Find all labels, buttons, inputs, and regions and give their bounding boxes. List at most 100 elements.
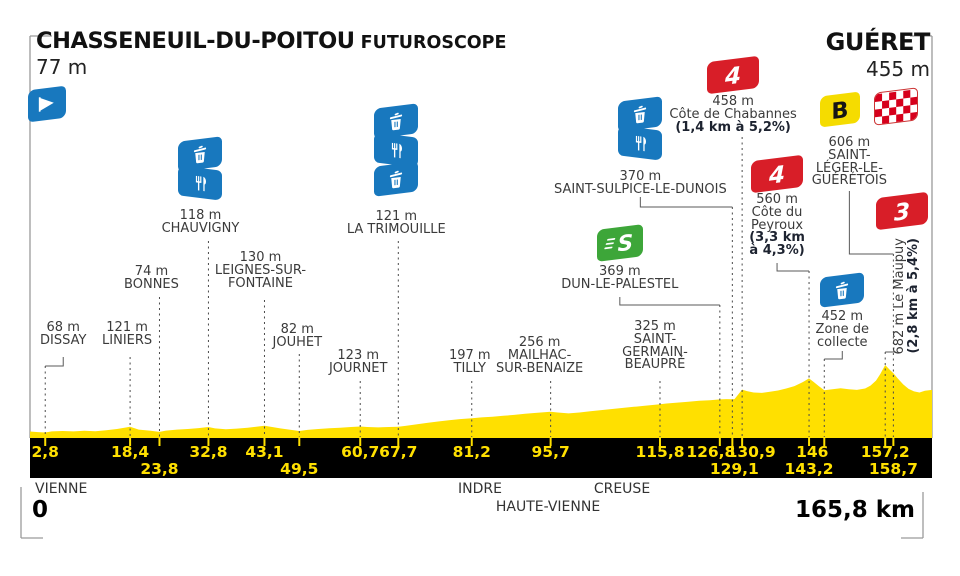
climb-gradient: (1,4 km à 5,2%) xyxy=(675,119,791,135)
waypoint-label: 256 m MAILHAC- SUR-BENAIZE xyxy=(496,335,584,376)
waypoint-label: 82 m JOUHET xyxy=(273,322,323,350)
waypoint-name: GERMAIN- xyxy=(622,344,688,360)
waypoint-altitude: 123 m xyxy=(337,348,380,363)
waypoint-altitude: 369 m xyxy=(599,264,641,279)
waypoint-icons xyxy=(820,272,865,308)
waypoint-icons: S xyxy=(596,224,643,262)
waypoint-label: 452 m Zone de collecte xyxy=(815,309,870,349)
waypoint-altitude: 68 m xyxy=(46,320,80,335)
waypoint-label: 118 m CHAUVIGNY xyxy=(161,209,240,236)
waypoint-altitude: 325 m xyxy=(634,319,676,334)
region-indre: INDRE xyxy=(458,481,502,497)
region-creuse: CREUSE xyxy=(593,481,651,497)
waypoint-name: MAILHAC- xyxy=(507,347,572,363)
waypoint-name: Côte du xyxy=(751,204,803,220)
start-city-sub: FUTUROSCOPE xyxy=(360,33,507,53)
waypoint-altitude: 452 m xyxy=(821,309,864,324)
region-vienne: VIENNE xyxy=(35,481,88,497)
svg-text:3: 3 xyxy=(894,199,910,227)
climb-gradient: (3,3 km xyxy=(749,230,805,246)
waypoint-altitude: 606 m xyxy=(828,135,871,150)
waypoint-altitude: 74 m xyxy=(134,264,169,279)
waypoint-name: Côte de Chabannes xyxy=(669,106,797,122)
waypoint-label: 325 m SAINT- GERMAIN- BEAUPRÉ xyxy=(622,319,688,372)
km-label: 2,8 xyxy=(31,443,58,461)
km-label: 115,8 xyxy=(635,443,684,461)
start-title: CHASSENEUIL-DU-POITOU FUTUROSCOPE xyxy=(36,28,506,54)
waypoint-name: SUR-BENAIZE xyxy=(496,360,584,376)
waypoint-name: Zone de xyxy=(815,321,870,337)
total-distance: 165,8 km xyxy=(794,497,915,523)
start-flag-icon xyxy=(28,85,66,123)
feed-zone-fork-knife-icon xyxy=(374,132,419,168)
waypoint-name: SAINT- xyxy=(633,331,677,347)
region-haute-vienne: HAUTE-VIENNE xyxy=(495,499,601,515)
waypoint-label-vertical: 682 m Le Maupuy (2,8 km à 5,4%) xyxy=(892,222,921,355)
finish-checkered-flag-icon xyxy=(874,87,918,126)
waypoint-altitude: 130 m xyxy=(239,250,282,265)
km-label: 158,7 xyxy=(869,460,918,478)
svg-text:4: 4 xyxy=(724,63,741,91)
km-label: 32,8 xyxy=(189,443,227,461)
connector-elbow xyxy=(45,357,64,367)
km-label: 143,2 xyxy=(785,460,834,478)
waypoint-name: CHAUVIGNY xyxy=(161,220,240,236)
waypoint-altitude: 197 m xyxy=(448,348,491,363)
waypoint-name: BONNES xyxy=(124,276,179,292)
start-distance: 0 xyxy=(32,497,49,523)
bonus-b-icon: B xyxy=(820,91,861,128)
start-city: CHASSENEUIL-DU-POITOU xyxy=(36,28,355,54)
waypoint-label: 197 m TILLY xyxy=(448,348,491,376)
waypoint-name: LINIERS xyxy=(102,332,153,348)
waypoint-name: LÉGER-LE- xyxy=(815,160,883,176)
start-altitude: 77 m xyxy=(36,55,88,79)
waypoint-altitude: 121 m xyxy=(375,209,418,224)
waste-bin-icon xyxy=(820,272,865,308)
waste-bin-icon xyxy=(178,136,223,172)
km-label: 49,5 xyxy=(280,460,318,478)
waypoint-name: GUÉRÉTOIS xyxy=(811,173,888,189)
waypoint-label: 606 m SAINT- LÉGER-LE- GUÉRÉTOIS xyxy=(811,135,888,189)
waypoint-name: FONTAINE xyxy=(227,275,293,291)
feed-zone-fork-knife-icon xyxy=(618,125,663,161)
svg-text:S: S xyxy=(617,230,633,257)
waypoint-icons xyxy=(178,136,223,201)
waypoint-label: 458 m Côte de Chabannes (1,4 km à 5,2%) xyxy=(669,94,797,135)
waypoint-name: DISSAY xyxy=(40,332,87,348)
finish-header: GUÉRET 455 m xyxy=(826,28,931,81)
finish-altitude: 455 m xyxy=(865,57,930,81)
km-label: 60,7 xyxy=(341,443,379,461)
waypoint-name: JOURNET xyxy=(328,360,388,376)
waypoint-icons xyxy=(618,96,663,161)
km-label: 129,1 xyxy=(710,460,759,478)
svg-text:4: 4 xyxy=(768,162,785,190)
svg-text:B: B xyxy=(832,97,849,125)
connector-elbow xyxy=(619,297,720,306)
km-label: 157,2 xyxy=(861,443,910,461)
km-label: 67,7 xyxy=(379,443,417,461)
waypoint-icons xyxy=(374,103,419,197)
waypoint-name: LA TRIMOUILLE xyxy=(346,221,446,237)
waypoint-icons: 4 xyxy=(707,55,760,95)
waste-bin-icon xyxy=(374,103,419,139)
waypoint-icons: B xyxy=(820,91,861,128)
waypoint-label: 369 m DUN-LE-PALESTEL xyxy=(561,264,679,292)
km-label: 130,9 xyxy=(727,443,776,461)
waypoint-name: DUN-LE-PALESTEL xyxy=(561,276,679,292)
km-label: 146 xyxy=(796,443,828,461)
waypoint-altitude: 82 m xyxy=(280,322,314,337)
waypoint-icons: 3 xyxy=(876,191,929,231)
waypoint-label: 123 m JOURNET xyxy=(328,348,388,376)
waypoint-altitude: 458 m xyxy=(712,94,754,109)
elevation-area xyxy=(30,365,932,438)
climb-category-icon: 3 xyxy=(876,191,929,231)
waypoint-label: 121 m LINIERS xyxy=(102,321,153,348)
waypoint-name: SAINT- xyxy=(828,147,871,163)
waypoint-label: 560 m Côte du Peyroux (3,3 km à 4,3%) xyxy=(749,193,805,258)
km-label: 18,4 xyxy=(111,443,149,461)
distance-bar xyxy=(30,438,932,478)
waypoint-altitude: 256 m xyxy=(518,335,561,350)
waypoint-label: 130 m LEIGNES-SUR- FONTAINE xyxy=(215,250,306,291)
